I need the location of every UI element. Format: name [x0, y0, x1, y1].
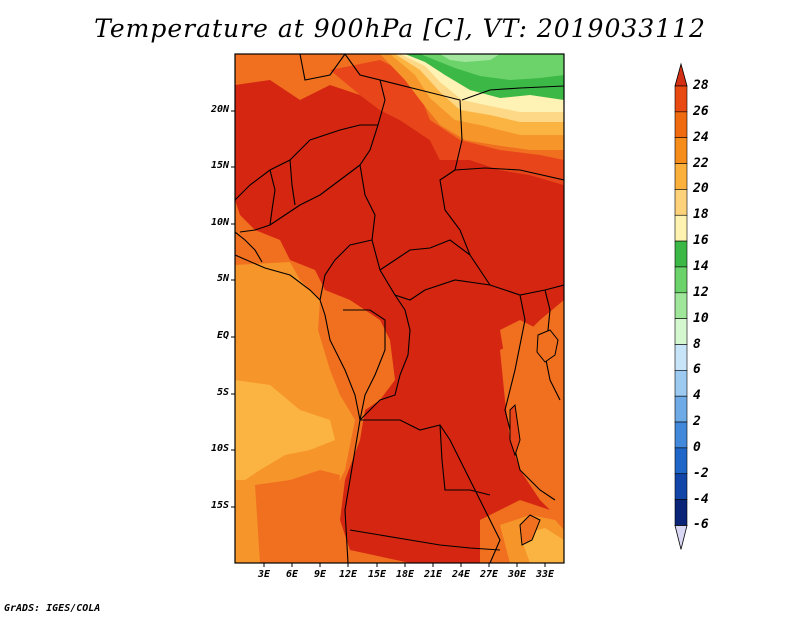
colorbar-label: 12: [693, 284, 709, 300]
colorbar-bin: [674, 395, 688, 423]
lat-tick-label: 15S: [210, 500, 229, 511]
colorbar-bin: [674, 344, 688, 371]
lon-tick-label: 15E: [367, 569, 387, 580]
colorbar-label: 10: [693, 310, 709, 326]
colorbar-bin: [674, 111, 688, 138]
lon-tick-label: 3E: [257, 569, 271, 580]
colorbar-bin: [674, 421, 688, 449]
colorbar-bottom-arrow: [674, 525, 688, 550]
temperature-field: [235, 54, 564, 563]
colorbar-label: -4: [693, 491, 709, 507]
field-c24-southwest: [255, 470, 340, 563]
lon-tick-label: 18E: [395, 569, 415, 580]
colorbar-label: 6: [693, 362, 701, 378]
lakes: [509, 329, 559, 546]
colorbar-bin: [674, 292, 688, 319]
lon-tick-label: 21E: [423, 569, 443, 580]
map-title: Temperature at 900hPa [C], VT: 201903311…: [94, 14, 706, 43]
lat-tick-label: 10S: [210, 443, 229, 454]
lon-tick-label: 33E: [535, 569, 555, 580]
colorbar-label: 22: [693, 155, 709, 171]
colorbar-top-arrow: [674, 62, 688, 87]
footer-credit: GrADS: IGES/COLA: [4, 603, 101, 614]
colorbar-bin: [674, 214, 688, 242]
lon-tick-label: 24E: [451, 569, 471, 580]
colorbar-label: 20: [693, 181, 709, 197]
colorbar-label: 16: [693, 233, 709, 249]
colorbar-bin: [674, 447, 688, 475]
lon-tick-label: 12E: [338, 569, 358, 580]
colorbar-label: -2: [693, 465, 709, 481]
colorbar-label: 4: [693, 388, 701, 404]
colorbar-label: 26: [693, 103, 709, 119]
colorbar-label: 0: [693, 439, 701, 455]
lon-tick-label: 9E: [313, 569, 327, 580]
field-c26-north: [330, 60, 564, 185]
colorbar-label: 24: [693, 129, 709, 145]
lat-tick-label: EQ: [216, 330, 229, 341]
colorbar-label: -6: [693, 517, 709, 533]
field-c20-southwest: [235, 380, 335, 480]
colorbar-bin: [674, 318, 688, 345]
lat-tick-label: 5N: [216, 273, 229, 284]
colorbar-bin: [674, 163, 688, 190]
lon-tick-label: 6E: [285, 569, 299, 580]
colorbar-label: 8: [693, 336, 701, 352]
colorbar-bin: [674, 370, 688, 397]
lon-tick-label: 30E: [507, 569, 527, 580]
lon-tick-label: 27E: [479, 569, 499, 580]
colorbar: [674, 62, 688, 550]
colorbar-label: 14: [693, 258, 709, 274]
colorbar-bin: [674, 473, 688, 500]
lat-tick-label: 10N: [210, 217, 229, 228]
field-c28-northwest: [235, 80, 300, 170]
colorbar-label: 28: [693, 78, 709, 93]
lat-tick-label: 5S: [216, 387, 229, 398]
field-c10-northeast: [440, 54, 500, 62]
country-borders: [235, 54, 564, 563]
colorbar-bin: [674, 266, 688, 294]
colorbar-label: 18: [693, 207, 709, 223]
map-frame: [234, 53, 565, 564]
colorbar-bin: [674, 189, 688, 216]
colorbar-label: 2: [693, 414, 701, 430]
lat-tick-label: 15N: [210, 160, 229, 171]
colorbar-bin: [674, 85, 688, 113]
lat-tick-label: 20N: [210, 104, 229, 115]
field-c28-interior: [235, 85, 564, 563]
colorbar-bin: [674, 240, 688, 268]
colorbar-bin: [674, 499, 688, 526]
colorbar-bin: [674, 137, 688, 164]
